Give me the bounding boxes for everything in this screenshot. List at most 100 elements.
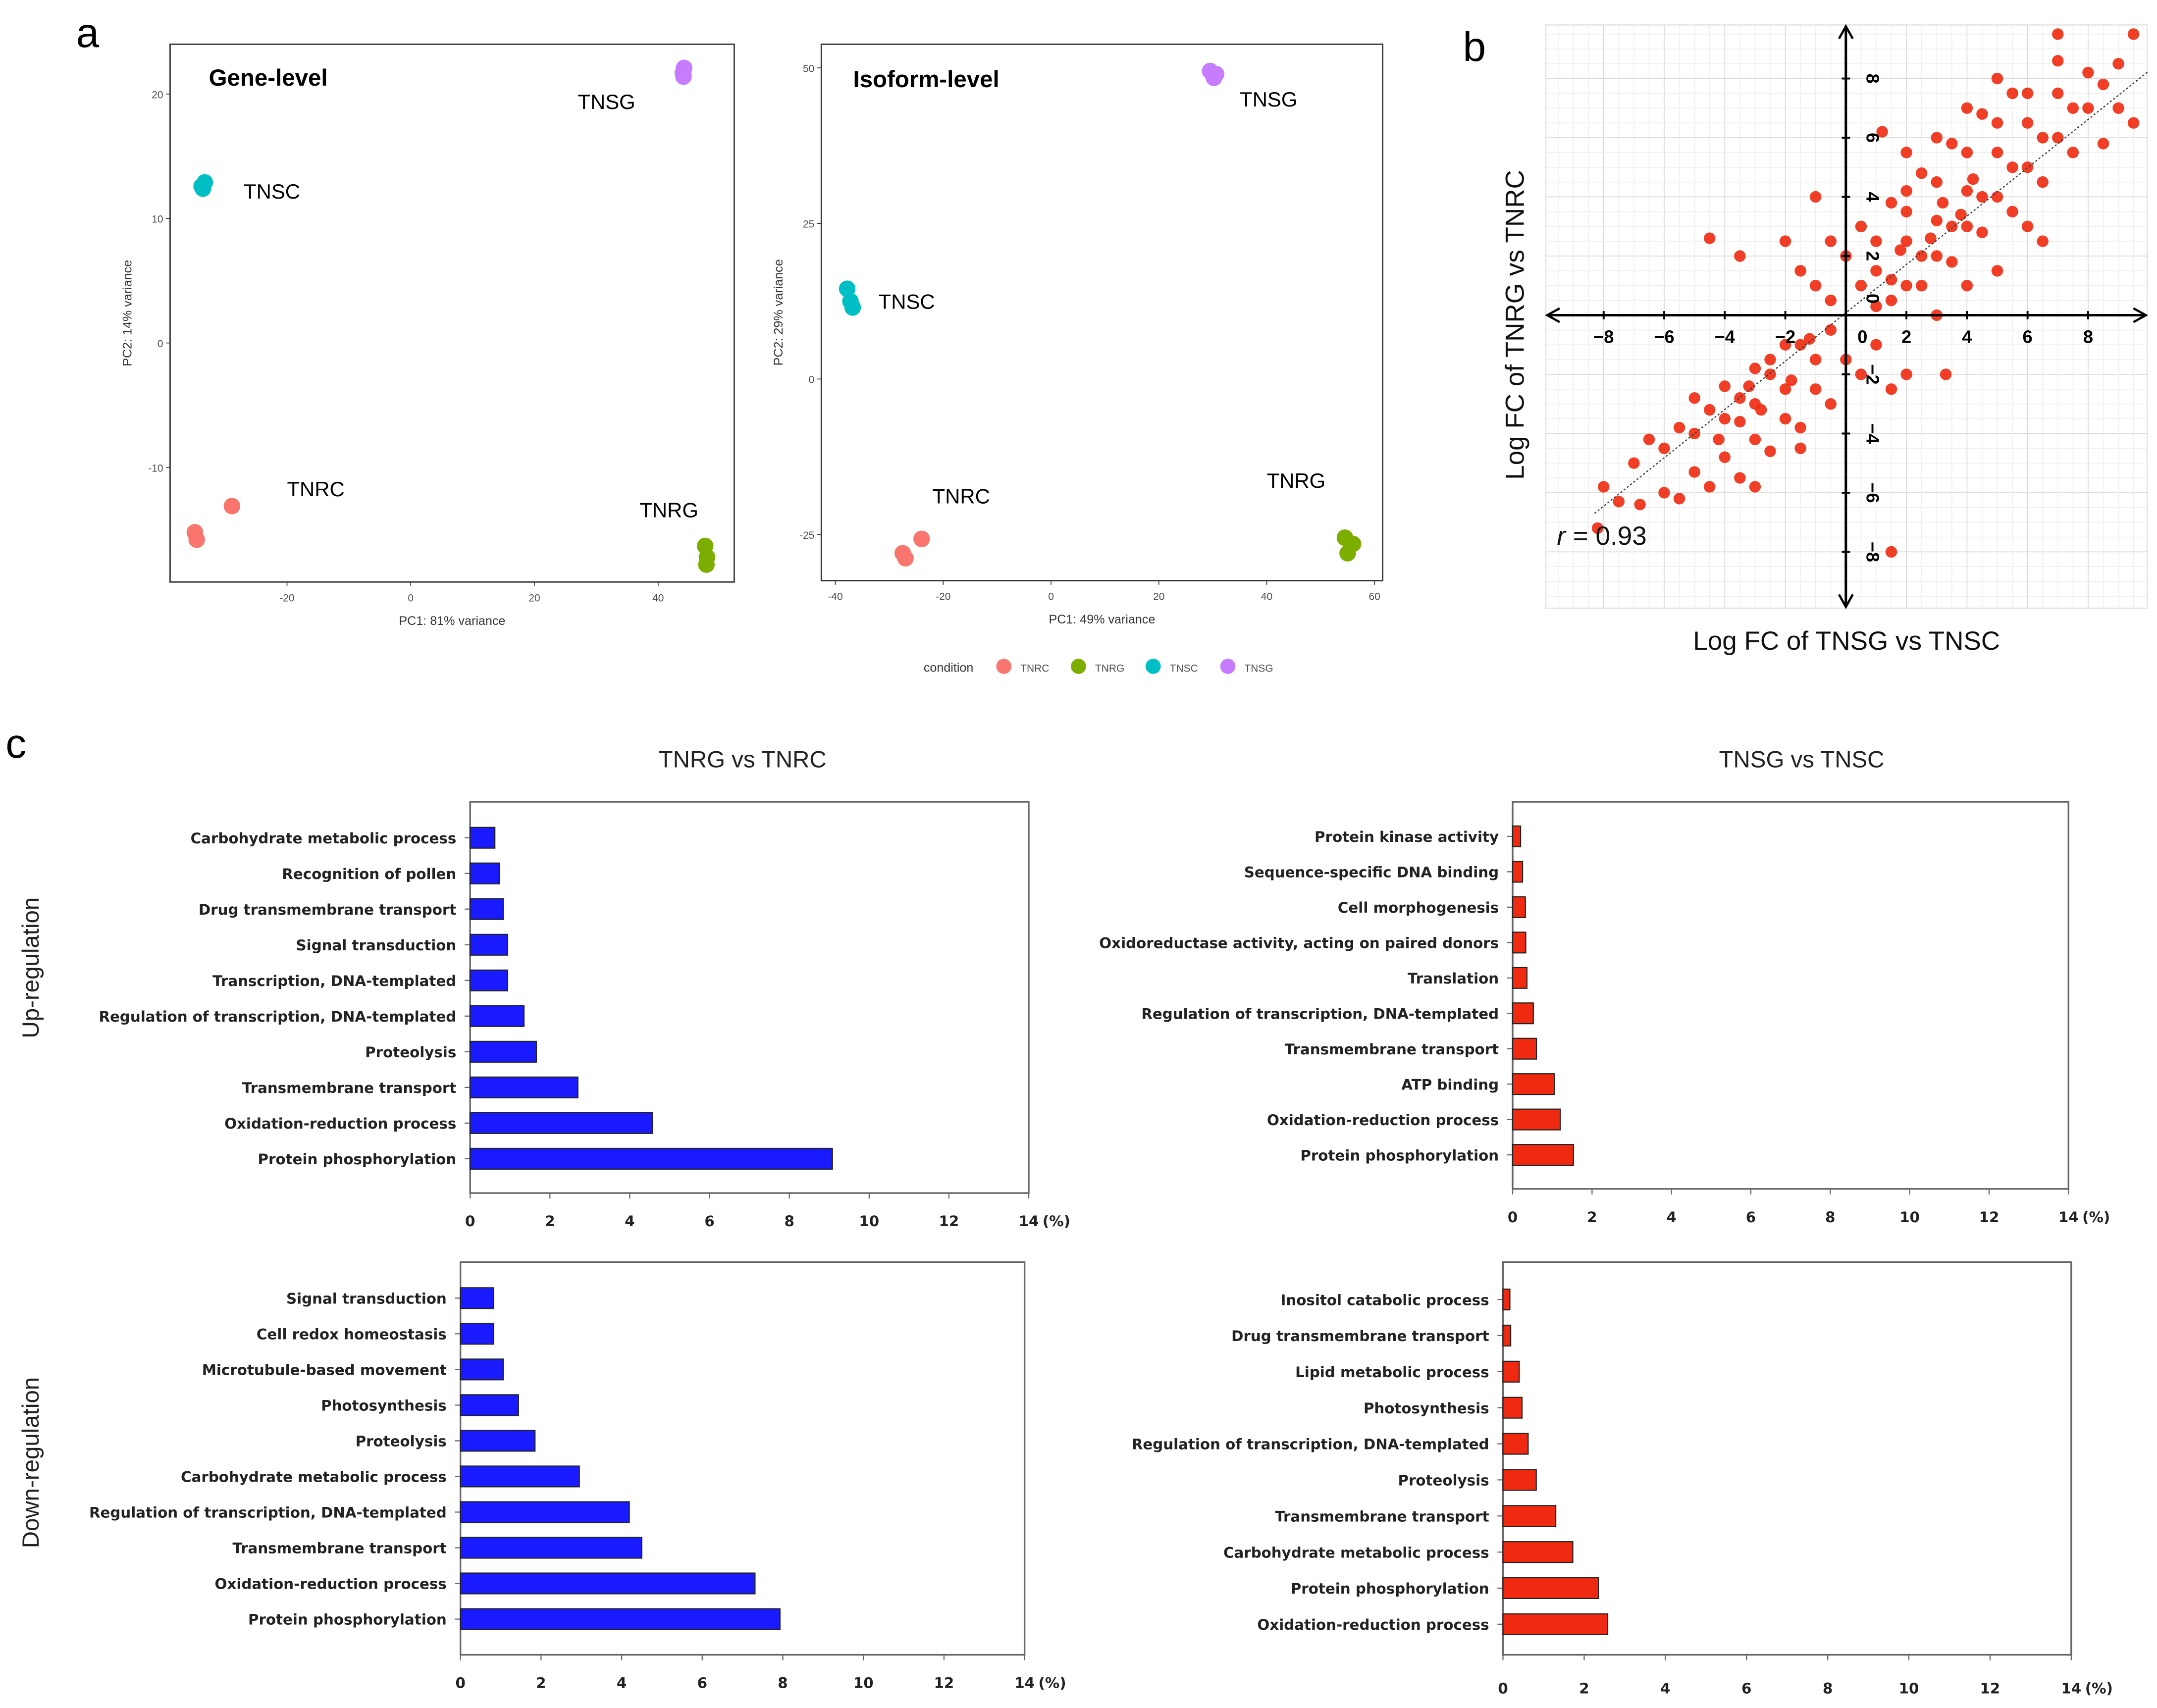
data-point [1764, 368, 1776, 380]
category-label: Photosynthesis [1364, 1400, 1489, 1417]
panel-label-a: a [76, 9, 100, 56]
data-point [1794, 265, 1806, 277]
data-point [1794, 442, 1806, 455]
category-label: Cell morphogenesis [1338, 899, 1499, 916]
chart-title: TNRG vs TNRC [659, 746, 827, 773]
category-label: Protein phosphorylation [1291, 1580, 1489, 1597]
x-tick-label: 10 [1899, 1680, 1919, 1697]
data-point [1900, 206, 1912, 218]
data-point [1825, 398, 1837, 410]
data-point [1976, 226, 1988, 238]
data-point-tnsg [674, 64, 691, 81]
data-point [1719, 380, 1731, 392]
data-point [1658, 487, 1670, 499]
x-tick-label: 8 [778, 1675, 788, 1692]
data-point [1967, 173, 1979, 185]
bar [1512, 896, 1526, 918]
legend-swatch-tnsg [1220, 659, 1236, 674]
data-point [1634, 499, 1646, 511]
data-point [1855, 220, 1867, 232]
data-point [1794, 339, 1806, 351]
bar-chart-tnsg-up: TNSG vs TNSC Protein kinase activity Seque… [1099, 746, 2110, 1225]
bar [460, 1323, 494, 1345]
y-tick-label: 50 [803, 63, 814, 74]
bar [1502, 1541, 1574, 1563]
data-point [1743, 380, 1755, 392]
data-point [1688, 427, 1700, 440]
x-tick-label: 0 [1508, 1209, 1518, 1226]
bar [460, 1537, 642, 1559]
category-label: Transcription, DNA-templated [212, 973, 456, 989]
data-point [1719, 451, 1731, 463]
y-tick-label: 10 [152, 214, 163, 225]
data-point-tnsc [194, 180, 211, 197]
data-point [2021, 87, 2034, 100]
x-tick-label: 14 [2061, 1680, 2081, 1697]
bar [460, 1501, 630, 1523]
category-label: Carbohydrate metabolic process [191, 830, 457, 847]
x-tick-label: 14 [1014, 1675, 1035, 1692]
bar [1512, 1073, 1555, 1095]
panel-label-c: c [5, 720, 26, 767]
data-point [1713, 433, 1725, 446]
bar [1512, 1037, 1537, 1060]
legend-swatch-tnrc [996, 659, 1012, 674]
data-point [1779, 413, 1791, 425]
data-point [2127, 28, 2140, 40]
y-tick-label: 6 [1863, 133, 1883, 143]
data-point [1825, 294, 1837, 307]
category-label: Oxidation-reduction process [224, 1115, 456, 1132]
bar [1512, 1002, 1534, 1025]
data-point [2112, 102, 2124, 114]
category-label: Protein phosphorylation [1300, 1147, 1499, 1164]
x-tick-label: 20 [528, 592, 540, 604]
data-point [1809, 383, 1822, 395]
data-point [1870, 235, 1882, 247]
data-point [1946, 138, 1958, 150]
legend-swatch-tnrg [1071, 659, 1086, 674]
x-tick-label: 0 [1498, 1680, 1508, 1697]
category-label: Signal transduction [296, 937, 457, 954]
x-tick-label: 0 [465, 1213, 475, 1230]
bar [1502, 1505, 1557, 1527]
category-label: Cell redox homeostasis [257, 1326, 447, 1343]
data-point-tnrg [1339, 545, 1356, 562]
data-point-tnrg [698, 556, 715, 573]
plot-frame [459, 1261, 1026, 1656]
data-point [2021, 117, 2034, 129]
data-point [1940, 368, 1952, 380]
data-point [1825, 324, 1837, 336]
data-point [1809, 280, 1822, 292]
x-tick-label: 6 [2023, 326, 2033, 347]
group-label-tnrg: TNRG [1267, 469, 1326, 492]
legend-label-tnrc: TNRC [1020, 663, 1049, 674]
x-axis-label: PC1: 81% variance [399, 614, 505, 628]
x-tick-label: 14 [1019, 1213, 1039, 1230]
data-point [2052, 28, 2064, 40]
category-label: Transmembrane transport [232, 1540, 446, 1557]
data-point [2052, 87, 2064, 100]
bar [460, 1287, 494, 1309]
data-point [1734, 392, 1746, 404]
data-point [1673, 493, 1685, 505]
data-point [1870, 339, 1882, 351]
data-point [1931, 176, 1943, 188]
chart-title: Isoform-level [853, 66, 999, 93]
data-point [1976, 108, 1988, 120]
data-point-tnsc [844, 299, 861, 316]
category-label: Oxidation-reduction process [215, 1576, 447, 1593]
plot-frame [169, 43, 735, 583]
data-point [1955, 208, 1967, 221]
x-unit-label: (%) [1043, 1213, 1070, 1230]
data-point [1628, 457, 1640, 469]
legend-swatch-tnsc [1145, 659, 1161, 674]
x-tick-label: -20 [936, 591, 950, 603]
bar-chart-tnrg-down: Signal transduction Cell redox homeostasi… [89, 1261, 1066, 1692]
data-point [1870, 300, 1882, 312]
data-point [1991, 72, 2003, 85]
x-tick-label: 2 [1587, 1209, 1597, 1226]
data-point [1734, 250, 1746, 262]
data-point [1598, 481, 1610, 493]
y-tick-label: -10 [148, 463, 163, 474]
data-point [1734, 472, 1746, 484]
